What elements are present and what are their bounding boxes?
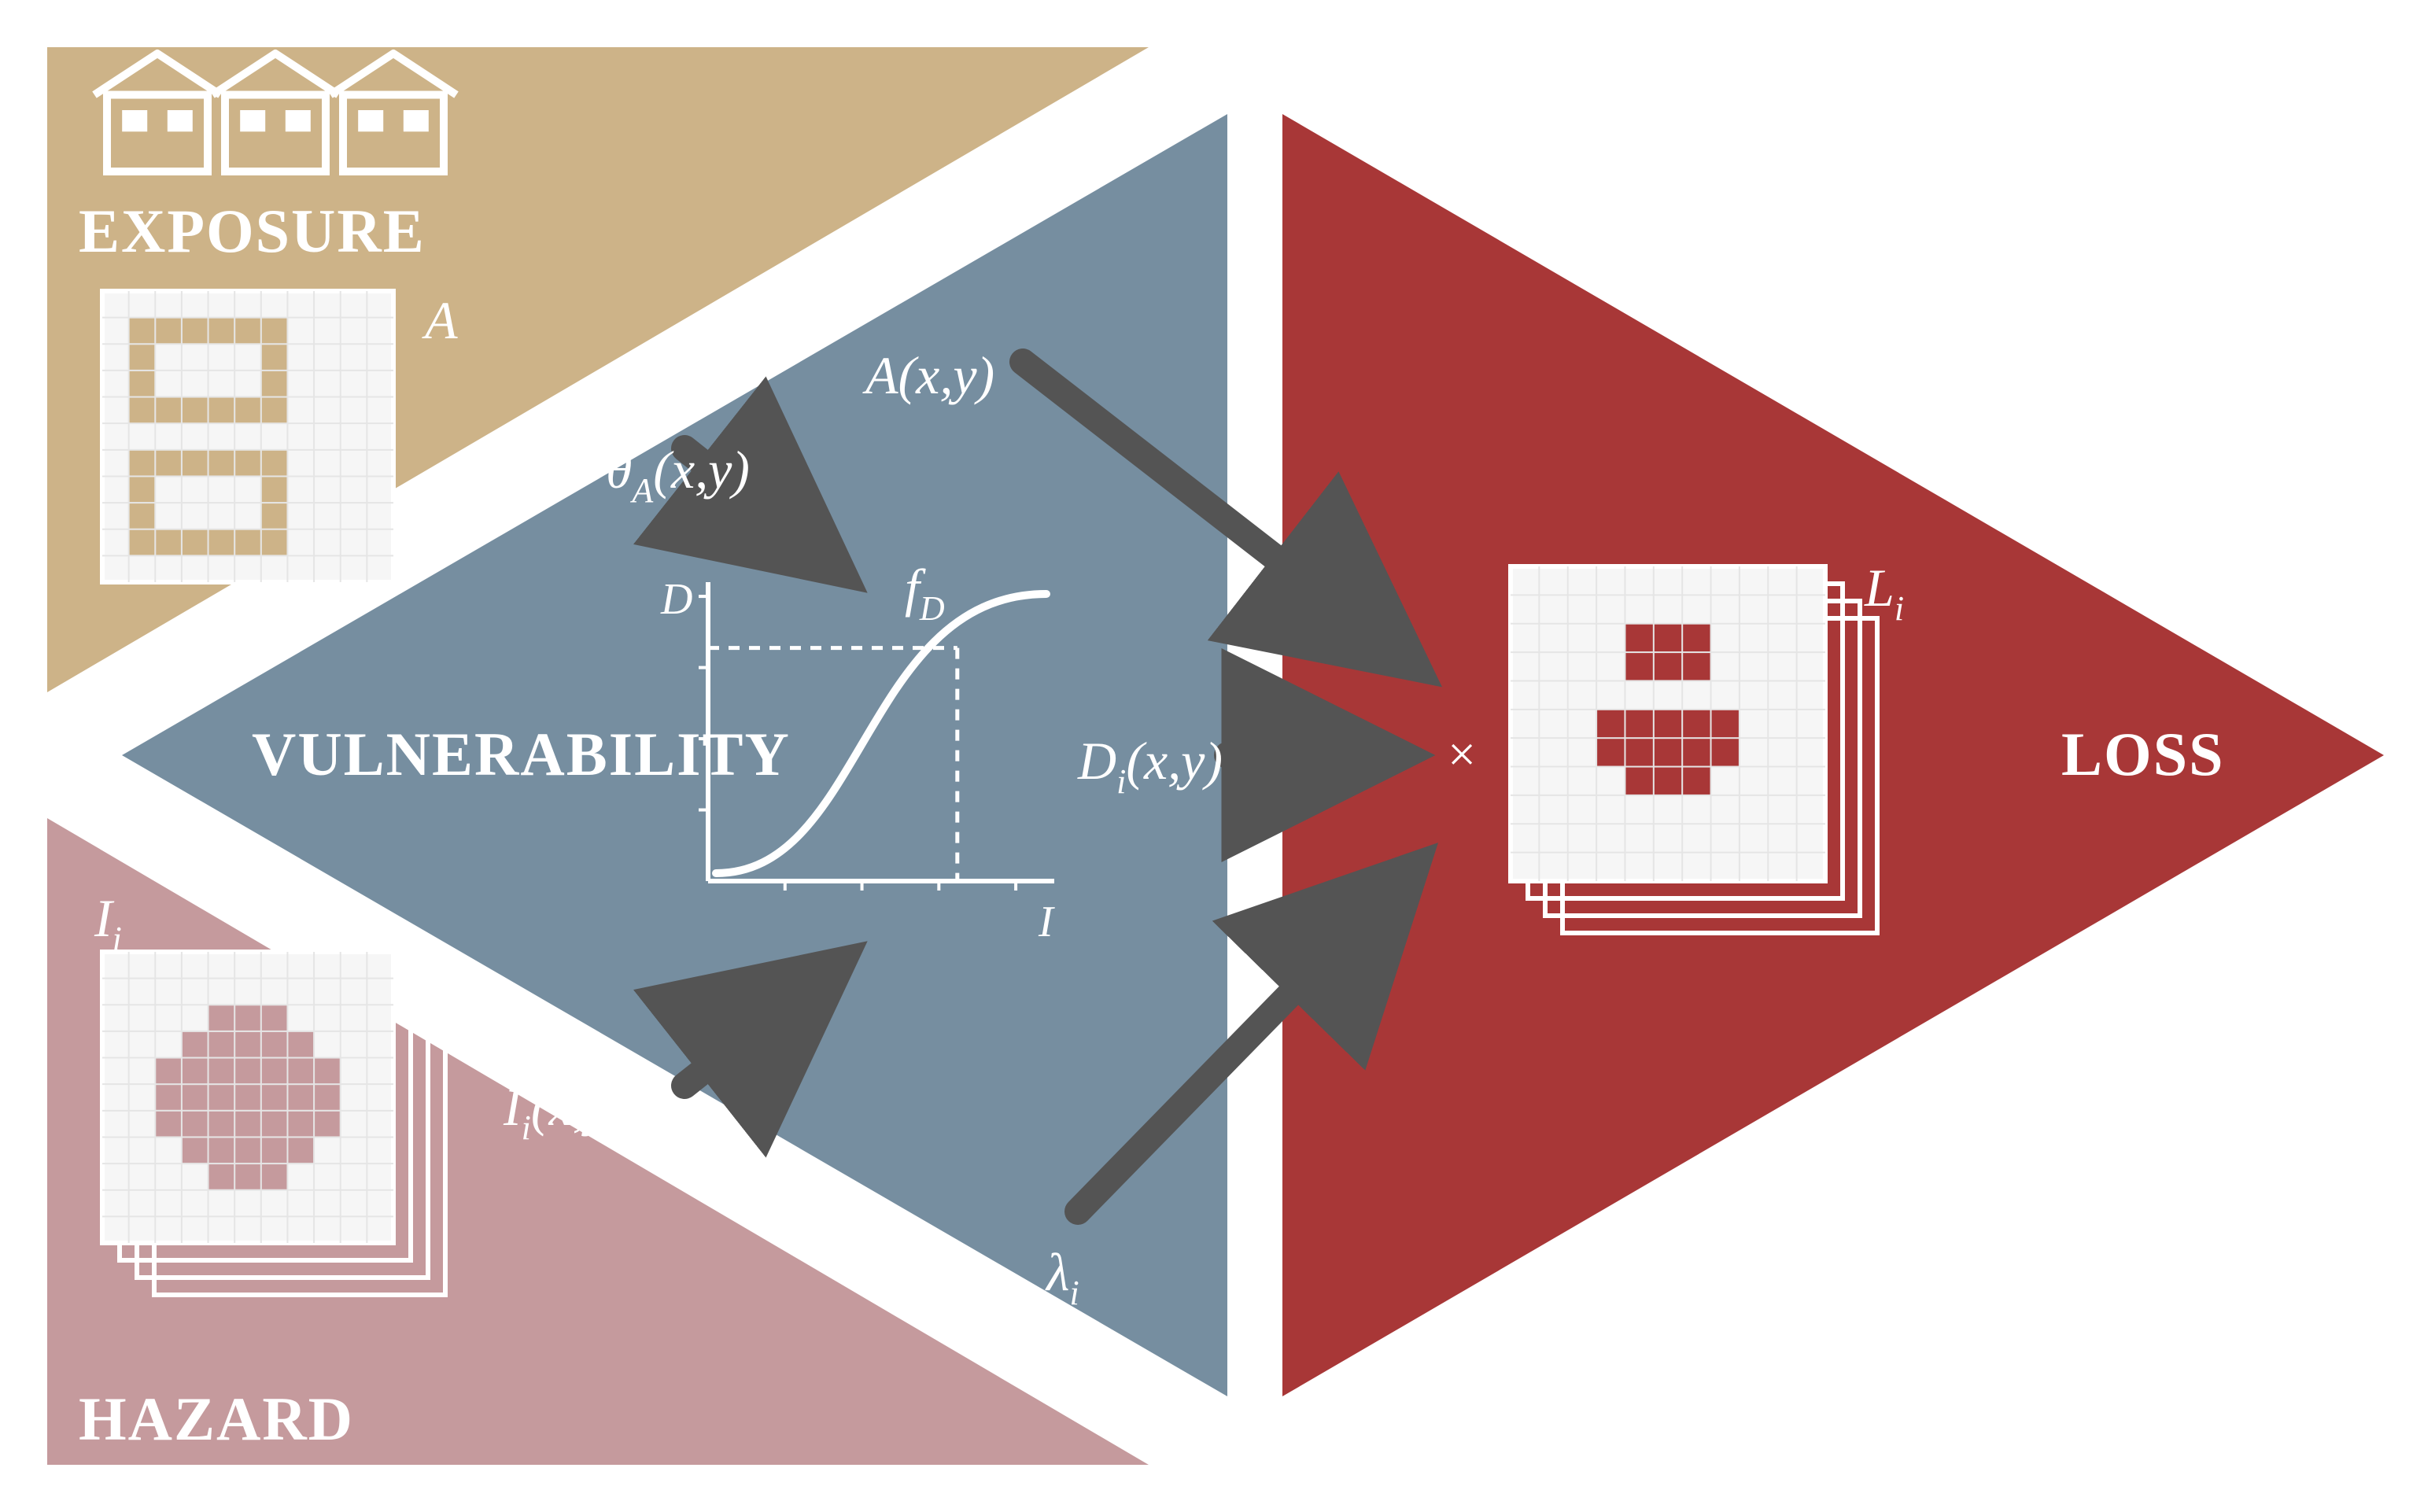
loss-label: LOSS [2061, 720, 2224, 788]
vulnerability-label: VULNERABILITY [252, 720, 791, 788]
hazard-grid [102, 952, 445, 1295]
loss-grid [1511, 566, 1877, 933]
A: A [422, 290, 458, 350]
exposure-grid [102, 291, 393, 582]
axis-D: D [660, 575, 692, 624]
exposure-label: EXPOSURE [79, 197, 426, 265]
axis-I: I [1038, 898, 1055, 946]
times-symbol: × [1448, 726, 1476, 782]
A_xy: A(x,y) [862, 345, 994, 405]
hazard-label: HAZARD [79, 1385, 354, 1453]
D_i: Di(x,y) [1077, 731, 1223, 801]
theta_A: θA(x,y) [606, 440, 750, 510]
